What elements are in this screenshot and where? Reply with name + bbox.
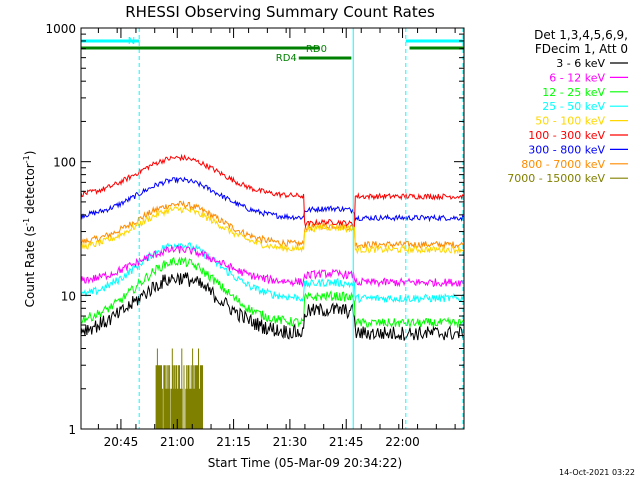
series-line	[81, 153, 464, 229]
rd0-flag-label: RD0	[306, 44, 327, 55]
series-line	[81, 256, 464, 329]
night-flag-label: N	[128, 36, 135, 47]
y-tick-label: 1	[68, 423, 76, 437]
y-tick-label: 100	[53, 156, 76, 170]
y-axis-label: Count Rate (s-1 detector-1)	[22, 151, 37, 308]
y-axis-label-exponent: -1	[22, 155, 31, 163]
legend-label: 100 - 300 keV	[528, 129, 605, 142]
series-line	[81, 206, 464, 255]
y-tick-label: 10	[61, 289, 76, 303]
y-tick-label: 1000	[45, 22, 76, 36]
legend-label: 25 - 50 keV	[542, 100, 605, 113]
axis-layer: 1 10 100 1000 20:45 21:00 21:15 21:30 21:45 22:00	[45, 22, 464, 449]
legend-label: 6 - 12 keV	[549, 71, 605, 84]
series-line	[155, 348, 203, 429]
x-tick-label: 21:15	[216, 435, 251, 449]
flag-layer: N RD0 RD4	[81, 28, 464, 429]
series-line	[81, 200, 464, 250]
y-axis-label-part: )	[23, 151, 37, 156]
plot-frame	[80, 27, 465, 430]
series-layer	[81, 153, 464, 429]
x-tick-label: 20:45	[104, 435, 139, 449]
footer-timestamp: 14-Oct-2021 03:22	[559, 468, 635, 477]
x-tick-label: 22:00	[385, 435, 420, 449]
legend-header-line: FDecim 1, Att 0	[535, 42, 628, 56]
x-axis-label: Start Time (05-Mar-09 20:34:22)	[208, 456, 402, 470]
legend-label: 12 - 25 keV	[542, 86, 605, 99]
series-line	[81, 242, 464, 304]
y-axis-label-exponent: -1	[22, 218, 31, 226]
legend-label: 800 - 7000 keV	[521, 158, 605, 171]
legend-label: 300 - 800 keV	[528, 143, 605, 156]
legend-header-line: Det 1,3,4,5,6,9,	[534, 28, 628, 42]
rd4-flag-label: RD4	[276, 53, 297, 64]
legend-label: 50 - 100 keV	[535, 115, 605, 128]
series-line	[81, 176, 464, 223]
x-tick-label: 21:00	[160, 435, 195, 449]
x-tick-label: 21:45	[329, 435, 364, 449]
y-axis-label-part: Count Rate (s	[23, 226, 37, 308]
legend: Det 1,3,4,5,6,9, FDecim 1, Att 0 3 - 6 k…	[507, 28, 628, 185]
y-axis-label-part: detector	[23, 163, 37, 218]
series-line	[81, 244, 464, 288]
chart-title: RHESSI Observing Summary Count Rates	[125, 3, 435, 21]
legend-label: 7000 - 15000 keV	[507, 172, 605, 185]
legend-label: 3 - 6 keV	[556, 57, 605, 70]
x-tick-label: 21:30	[273, 435, 308, 449]
series-line	[81, 272, 464, 341]
